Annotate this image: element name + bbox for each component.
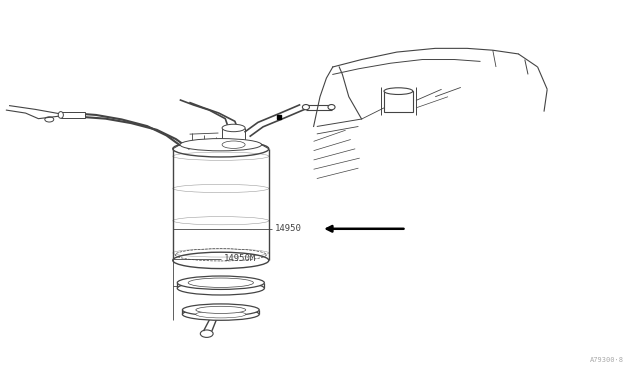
Ellipse shape — [182, 304, 259, 316]
Text: 14950M: 14950M — [224, 254, 256, 263]
Ellipse shape — [302, 105, 309, 110]
Ellipse shape — [177, 276, 264, 289]
Ellipse shape — [180, 138, 262, 151]
Ellipse shape — [222, 141, 245, 148]
Ellipse shape — [196, 311, 246, 318]
Ellipse shape — [196, 306, 246, 314]
Ellipse shape — [177, 282, 264, 295]
Ellipse shape — [173, 141, 269, 157]
Text: A79300·8: A79300·8 — [590, 357, 624, 363]
Ellipse shape — [384, 88, 413, 94]
Bar — [384, 91, 413, 112]
Ellipse shape — [58, 112, 63, 118]
Ellipse shape — [328, 105, 335, 110]
Bar — [61, 112, 85, 118]
Ellipse shape — [182, 308, 259, 320]
Text: 14950: 14950 — [275, 224, 302, 233]
Ellipse shape — [173, 252, 269, 269]
Ellipse shape — [222, 124, 245, 132]
Text: 14950U: 14950U — [224, 282, 256, 291]
